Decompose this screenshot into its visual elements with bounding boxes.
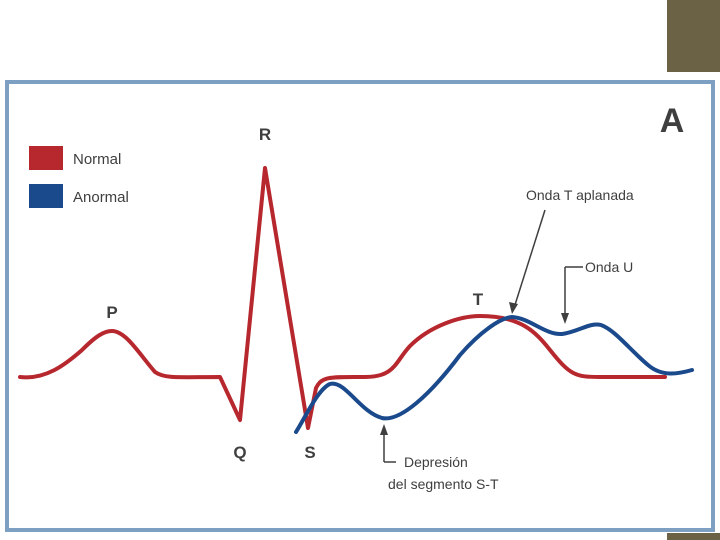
legend-label-normal: Normal <box>73 151 121 168</box>
arrow-flat-t-wave <box>513 209 546 309</box>
wave-label-p: P <box>106 303 117 322</box>
wave-label-t: T <box>473 290 484 309</box>
abnormal-ecg-trace <box>294 315 694 434</box>
legend: Normal Anormal <box>29 146 129 208</box>
wave-label-r: R <box>259 125 271 144</box>
annotation-st-depression-line1: Depresión <box>404 454 468 470</box>
legend-label-abnormal: Anormal <box>73 189 129 206</box>
wave-label-s: S <box>304 443 315 462</box>
legend-swatch-normal <box>29 146 63 170</box>
legend-swatch-abnormal <box>29 184 63 208</box>
wave-label-q: Q <box>233 443 246 462</box>
corner-block-top <box>667 0 720 72</box>
normal-ecg-trace <box>18 166 667 430</box>
annotation-u-wave: Onda U <box>585 259 633 275</box>
diagram-frame <box>5 80 715 532</box>
corner-block-bottom <box>667 533 720 540</box>
arrowhead-flat-t-wave <box>509 302 518 314</box>
panel-letter: A <box>660 102 685 140</box>
arrowhead-st-depression <box>380 424 388 435</box>
arrowhead-u-wave <box>561 313 569 324</box>
annotation-flat-t-wave: Onda T aplanada <box>526 187 634 203</box>
annotation-st-depression-line2: del segmento S-T <box>388 476 499 492</box>
